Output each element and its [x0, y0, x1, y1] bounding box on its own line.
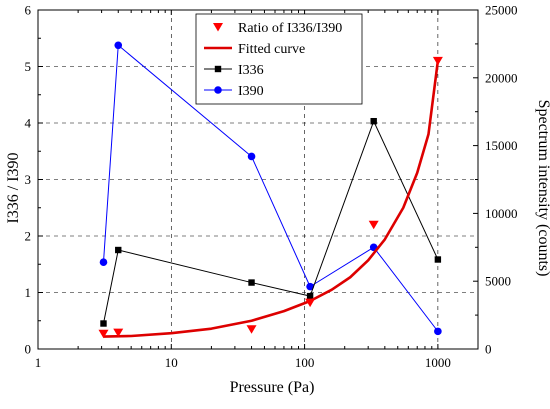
x-tick-label: 100: [295, 355, 315, 370]
ratio-of-i336-i390-point: [368, 220, 379, 230]
y2-tick-label: 25000: [485, 3, 518, 18]
y-tick-label: 6: [25, 3, 32, 18]
legend-swatch-marker: [214, 86, 222, 94]
i390-point: [99, 258, 108, 267]
legend-label: I390: [238, 84, 264, 99]
y2-tick-label: 15000: [485, 138, 518, 153]
y2-tick-label: 5000: [485, 274, 511, 289]
plot-series: [98, 41, 443, 339]
y-tick-label: 4: [25, 116, 32, 131]
ratio-of-i336-i390-point: [113, 328, 124, 338]
legend-swatch-marker: [213, 23, 223, 32]
y-tick-label: 3: [25, 172, 32, 187]
legend: Ratio of I336/I390 Fitted curve I336 I390: [195, 13, 363, 105]
x-tick-label: 1000: [425, 355, 451, 370]
legend-label: Ratio of I336/I390: [238, 21, 342, 36]
i336-point: [306, 292, 314, 300]
i336-point: [115, 246, 122, 254]
x-tick-label: 1: [35, 355, 42, 370]
i390-point: [114, 41, 123, 50]
legend-label: I336: [238, 63, 264, 78]
i390-point: [434, 327, 442, 336]
i336-line: [102, 120, 439, 324]
axis-ticks: 1 10 100 1000012345605000100001500020000250…: [25, 3, 518, 371]
y2-tick-label: 20000: [485, 70, 518, 85]
legend-swatch-marker: [214, 65, 222, 73]
i390-point: [306, 282, 314, 291]
x-tick-label: 10: [165, 355, 178, 370]
ratio-of-i336-i390-point: [432, 56, 443, 66]
i336-point: [248, 279, 255, 286]
y2-tick-label: 0: [485, 342, 492, 357]
y-tick-label: 2: [25, 229, 32, 244]
i336-point: [100, 320, 107, 327]
y-axis-title: I336 / I390: [5, 152, 22, 223]
i390-point: [247, 152, 256, 161]
y2-tick-label: 10000: [485, 206, 518, 221]
y-tick-label: 0: [25, 342, 32, 357]
ratio-of-i336-i390-point: [98, 329, 109, 339]
x-axis-title: Pressure (Pa): [230, 379, 315, 396]
i390-line: [102, 44, 439, 332]
legend-label: Fitted curve: [238, 42, 305, 57]
ratio-of-i336-i390-point: [305, 298, 316, 308]
i336-point: [370, 117, 377, 125]
legend-box: [195, 13, 363, 105]
y-tick-label: 1: [25, 285, 32, 300]
fitted-curve-line: [103, 60, 440, 338]
y2-axis-title: Spectrum intensity (counts): [535, 100, 550, 277]
ratio-of-i336-i390-point: [246, 325, 257, 334]
y-tick-label: 5: [25, 59, 32, 74]
i336-point: [434, 256, 442, 263]
